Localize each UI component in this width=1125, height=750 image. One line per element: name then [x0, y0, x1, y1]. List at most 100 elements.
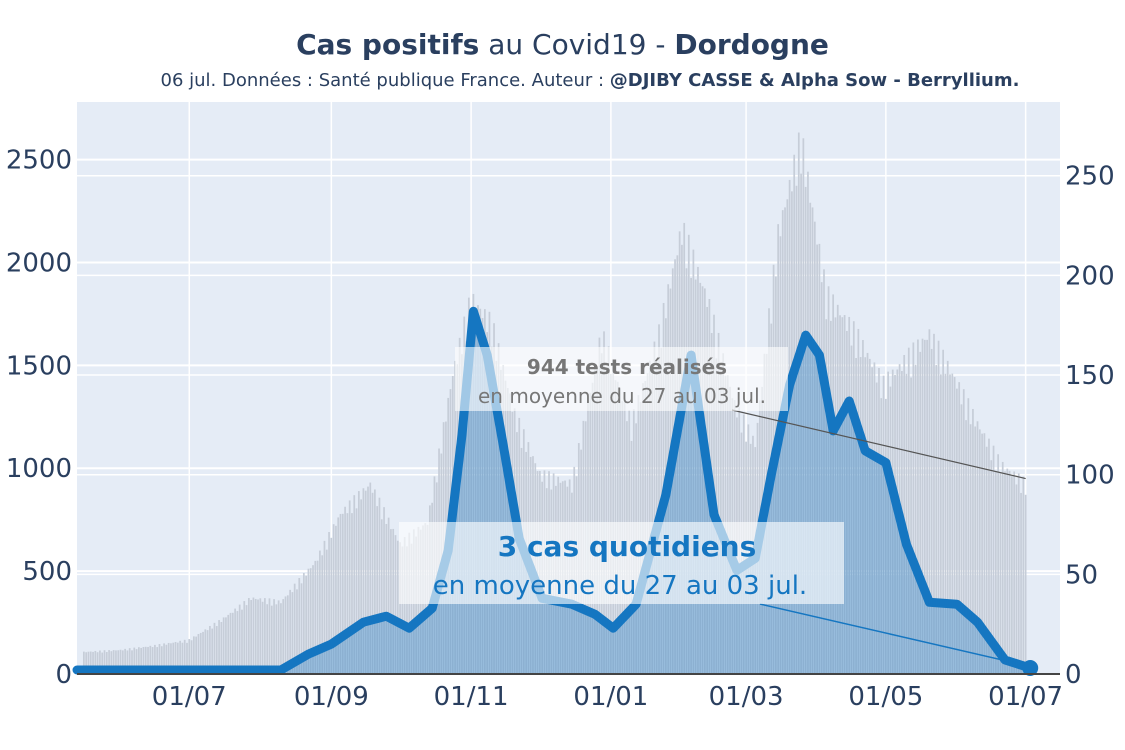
tests-bar [843, 315, 846, 674]
tests-bar [314, 560, 317, 674]
tests-bar [378, 497, 381, 674]
tests-bar [406, 546, 408, 674]
title-region: Dordogne [674, 28, 829, 61]
tests-bar [323, 540, 326, 674]
tests-bar [328, 532, 330, 674]
tests-bar [461, 354, 463, 674]
tests-bar [179, 640, 181, 674]
tests-bar [190, 640, 193, 674]
tests-bar [126, 650, 129, 674]
x-tick-label: 01/03 [709, 682, 784, 712]
tests-bar [160, 646, 163, 674]
tests-bar [369, 482, 372, 674]
tests-bar [108, 650, 110, 674]
tests-bar [472, 293, 475, 674]
tests-bar [603, 331, 605, 674]
tests-bar [1008, 470, 1011, 674]
tests-bar [807, 171, 809, 675]
tests-bar [605, 369, 608, 674]
tests-bar [83, 651, 85, 674]
tests-bar [238, 604, 241, 674]
tests-bar [802, 138, 805, 674]
tests-bar [612, 363, 615, 674]
tests-bar [387, 517, 390, 674]
tests-bar [325, 549, 328, 674]
tests-bar [868, 358, 871, 674]
tests-bar [981, 433, 983, 674]
tests-bar [103, 650, 106, 674]
tests-bar [850, 345, 853, 674]
y-right-tick-label: 150 [1065, 361, 1115, 391]
tests-bar [268, 598, 271, 674]
tests-bar [151, 647, 154, 674]
tests-bar [878, 368, 880, 674]
tests-bar [128, 648, 131, 674]
tests-bar [717, 332, 720, 674]
tests-bar [321, 555, 324, 674]
tests-bar [277, 600, 280, 674]
tests-bar [206, 630, 209, 674]
tests-bar [193, 636, 195, 674]
tests-bar [933, 333, 935, 674]
tests-bar [231, 612, 234, 674]
tests-bar [257, 599, 259, 674]
tests-bar [156, 647, 159, 674]
tests-bar [337, 517, 340, 674]
tests-bar [302, 572, 305, 674]
tests-bar [199, 632, 202, 674]
tests-bar [282, 599, 285, 674]
tests-bar [969, 424, 972, 674]
tests-bar [983, 433, 986, 674]
x-tick-label: 01/07 [988, 682, 1063, 712]
tests-bar [170, 643, 172, 674]
subtitle-authors: @DJIBY CASSE & Alpha Sow - Berryllium. [609, 70, 1020, 91]
tests-bar [394, 535, 397, 674]
tests-bar [813, 221, 816, 674]
tests-bar [360, 499, 362, 674]
tests-bar [852, 321, 855, 674]
tests-bar [905, 373, 908, 674]
tests-bar [264, 598, 266, 674]
tests-bar [681, 244, 683, 674]
cases-annotation-arrow [759, 603, 1025, 666]
tests-bar [280, 603, 282, 674]
tests-bar [371, 492, 374, 674]
tests-bar [683, 222, 686, 675]
tests-bar [273, 599, 275, 674]
tests-bar [364, 490, 367, 674]
tests-bar [241, 609, 243, 674]
tests-bar [266, 604, 269, 674]
tests-bar [144, 646, 147, 674]
tests-bar [694, 279, 697, 674]
tests-bar [832, 294, 835, 674]
tests-bar [92, 651, 94, 674]
tests-bar [836, 304, 839, 674]
tests-bar [990, 460, 993, 674]
tests-bar [891, 369, 894, 674]
tests-bar [149, 645, 152, 674]
tests-bar [211, 628, 214, 674]
tests-bar [195, 636, 198, 674]
tests-bar [305, 575, 307, 674]
tests-bar [390, 529, 392, 674]
y-right-tick-label: 50 [1065, 560, 1098, 590]
tests-bar [284, 596, 287, 674]
tests-bar [816, 244, 818, 674]
tests-bar [800, 173, 802, 674]
y-left-tick-label: 2000 [6, 248, 72, 278]
tests-bar [830, 320, 832, 674]
tests-bar [690, 277, 692, 674]
y-left-tick-label: 1500 [6, 351, 72, 381]
cases-last-point [1022, 660, 1039, 677]
tests-bar [1017, 473, 1020, 674]
tests-bar [229, 612, 232, 674]
tests-bar [997, 454, 999, 674]
tests-bar [286, 595, 289, 674]
tests-bar [474, 310, 477, 674]
tests-bar [910, 377, 912, 674]
tests-bar [486, 332, 489, 674]
tests-bar [481, 318, 484, 674]
tests-bar [942, 349, 944, 674]
tests-bar [392, 528, 395, 674]
